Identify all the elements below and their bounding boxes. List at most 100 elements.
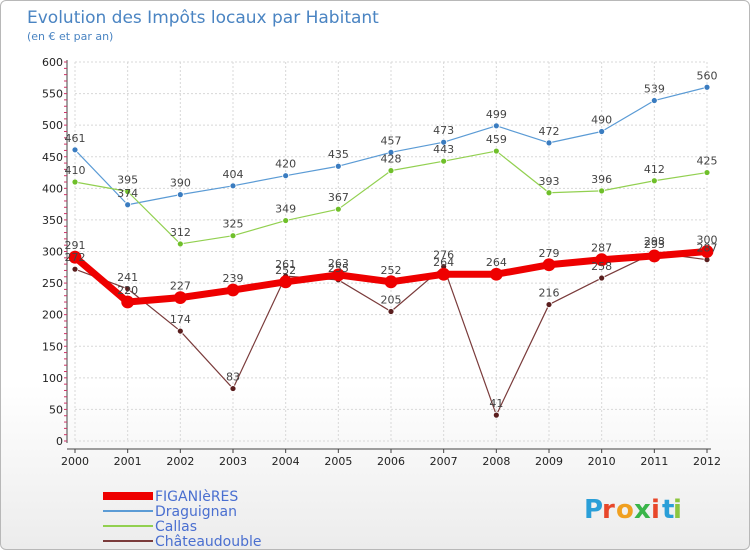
data-point [71,265,79,273]
axes: 0 50 100 150 200 250 300 350 400 450 500 550 600 2000… [42,56,721,468]
data-label: 241 [117,271,138,284]
data-label: 287 [697,242,718,255]
x-tick-label: 2011 [640,455,668,468]
data-point [176,240,184,248]
data-point [492,147,500,155]
data-point [440,157,448,165]
data-point [176,191,184,199]
x-tick-label: 2010 [588,455,616,468]
data-point [650,97,658,104]
x-tick-label: 2003 [219,455,247,468]
data-point [703,83,711,91]
data-point [124,188,132,195]
series-layer [68,83,714,419]
data-point [387,148,395,156]
data-point [229,232,237,240]
data-label: 390 [170,177,191,190]
data-label: 255 [328,262,349,275]
data-label: 293 [644,238,665,251]
data-label: 349 [275,203,296,216]
data-label: 459 [486,133,507,146]
data-point [492,411,500,419]
data-label: 220 [117,284,138,297]
x-tick-label: 2007 [430,455,458,468]
data-point [226,283,240,297]
x-tick-label: 2004 [272,455,300,468]
data-label: 325 [223,218,244,231]
x-tick-label: 2012 [693,455,721,468]
data-label: 252 [275,264,296,277]
data-point [71,146,79,154]
y-tick-label: 200 [42,309,63,322]
data-point [173,291,187,305]
data-label: 239 [223,272,244,285]
data-label: 393 [539,175,560,188]
data-point [598,187,606,195]
y-tick-label: 50 [49,403,63,416]
data-label: 412 [644,163,665,176]
data-label: 279 [539,247,560,260]
data-label: 472 [539,125,560,138]
data-label: 461 [65,132,86,145]
data-point [229,182,237,190]
data-label: 435 [328,148,349,161]
data-point [176,327,184,335]
data-label: 312 [170,226,191,239]
x-tick-label: 2008 [482,455,510,468]
data-point [282,172,290,180]
chart-title: Evolution des Impôts locaux par Habitant [27,8,379,28]
data-label: 490 [591,113,612,126]
data-label: 425 [697,155,718,168]
logo-letter: r [602,495,615,525]
data-point [440,138,448,146]
data-label: 263 [328,257,349,270]
data-label: 41 [489,397,503,410]
y-tick-label: 100 [42,372,63,385]
data-point [545,301,553,308]
y-tick-label: 550 [42,88,63,101]
x-tick-label: 2005 [324,455,352,468]
data-label: 261 [275,258,296,271]
data-label: 410 [65,164,86,177]
y-tick-label: 600 [42,56,63,69]
data-label: 420 [275,158,296,171]
data-label: 258 [591,260,612,273]
data-label: 272 [65,251,86,264]
data-label: 560 [697,69,718,82]
x-tick-label: 2001 [114,455,142,468]
data-point [68,250,82,264]
data-label: 457 [381,134,402,147]
data-point [387,167,395,175]
data-point [334,205,342,213]
data-point [279,275,293,289]
data-point [545,189,553,197]
logo-letter: P [584,495,603,525]
data-point [437,267,451,281]
data-point [387,308,395,315]
data-label: 443 [433,143,454,156]
data-point [229,385,237,392]
data-label: 539 [644,83,665,96]
x-tick-label: 2009 [535,455,563,468]
data-label: 227 [170,280,191,293]
data-point [647,249,661,263]
data-point [598,274,606,282]
legend-label: FIGANIèRES [155,489,238,505]
proxiti-logo: Pr o x i ti [584,495,682,525]
data-point [124,201,132,209]
data-label: 205 [381,294,402,307]
data-label: 300 [697,234,718,247]
data-label: 216 [539,287,560,300]
data-labels: 461 374 390 404 420 435 457 473 499 472 490 539 560 4… [65,69,718,410]
y-tick-label: 150 [42,340,63,353]
data-point [331,268,345,282]
grid [74,61,708,442]
logo-letter: t [662,495,674,525]
data-point [703,169,711,176]
data-label: 291 [65,239,86,252]
data-label: 287 [591,242,612,255]
data-label: 374 [117,187,138,200]
data-label: 83 [226,371,240,384]
data-point [71,178,79,186]
